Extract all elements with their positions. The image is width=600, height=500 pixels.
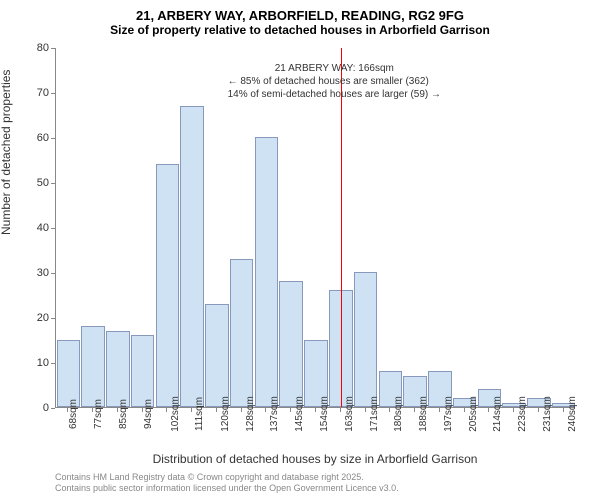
annotation-line-1: 21 ARBERY WAY: 166sqm [228, 62, 441, 75]
chart-title-main: 21, ARBERY WAY, ARBORFIELD, READING, RG2… [0, 0, 600, 23]
x-tick-mark [241, 408, 242, 412]
y-tick-label: 70 [37, 87, 49, 99]
histogram-bar [180, 106, 204, 408]
x-tick-mark [290, 408, 291, 412]
x-tick-label: 231sqm [542, 396, 553, 432]
x-tick-mark [265, 408, 266, 412]
annotation-box: 21 ARBERY WAY: 166sqm← 85% of detached h… [228, 62, 441, 101]
x-tick-mark [315, 408, 316, 412]
x-tick-mark [563, 408, 564, 412]
y-tick-label: 80 [37, 42, 49, 54]
y-tick-label: 20 [37, 312, 49, 324]
histogram-bar [205, 304, 229, 408]
y-tick-label: 30 [37, 267, 49, 279]
x-tick-label: 197sqm [443, 396, 454, 432]
y-tick-label: 10 [37, 357, 49, 369]
x-tick-label: 188sqm [418, 396, 429, 432]
plot-area: 21 ARBERY WAY: 166sqm← 85% of detached h… [55, 48, 575, 408]
x-tick-label: 205sqm [467, 396, 478, 432]
x-tick-label: 128sqm [244, 396, 255, 432]
y-tick-label: 0 [43, 402, 49, 414]
x-tick-mark [166, 408, 167, 412]
y-axis: 01020304050607080 [0, 48, 55, 408]
x-tick-mark [365, 408, 366, 412]
x-tick-mark [216, 408, 217, 412]
histogram-bar [81, 326, 105, 407]
x-tick-label: 94sqm [143, 399, 154, 429]
histogram-bar [354, 272, 378, 407]
chart-container: 21, ARBERY WAY, ARBORFIELD, READING, RG2… [0, 0, 600, 500]
x-tick-label: 137sqm [269, 396, 280, 432]
x-tick-label: 120sqm [220, 396, 231, 432]
x-tick-mark [513, 408, 514, 412]
x-tick-mark [464, 408, 465, 412]
x-tick-label: 223sqm [517, 396, 528, 432]
x-tick-label: 214sqm [492, 396, 503, 432]
x-tick-mark [389, 408, 390, 412]
x-tick-label: 68sqm [68, 399, 79, 429]
x-axis: 68sqm77sqm85sqm94sqm102sqm111sqm120sqm12… [55, 408, 575, 458]
x-tick-mark [538, 408, 539, 412]
x-tick-mark [414, 408, 415, 412]
x-tick-mark [191, 408, 192, 412]
x-tick-label: 171sqm [368, 396, 379, 432]
x-tick-label: 102sqm [170, 396, 181, 432]
histogram-bar [131, 335, 155, 407]
x-tick-label: 145sqm [294, 396, 305, 432]
attribution-text: Contains HM Land Registry data © Crown c… [55, 472, 399, 494]
x-tick-label: 163sqm [344, 396, 355, 432]
attribution-line-2: Contains public sector information licen… [55, 483, 399, 494]
x-tick-mark [488, 408, 489, 412]
annotation-line-3: 14% of semi-detached houses are larger (… [228, 88, 441, 101]
histogram-bar [230, 259, 254, 408]
x-tick-mark [340, 408, 341, 412]
chart-title-sub: Size of property relative to detached ho… [0, 23, 600, 41]
x-tick-label: 111sqm [194, 397, 205, 431]
histogram-bar [156, 164, 180, 407]
histogram-bar [106, 331, 130, 408]
y-tick-label: 50 [37, 177, 49, 189]
y-tick-label: 40 [37, 222, 49, 234]
x-tick-label: 240sqm [566, 396, 577, 432]
histogram-bar [255, 137, 279, 407]
x-axis-label: Distribution of detached houses by size … [55, 452, 575, 466]
histogram-bar [57, 340, 81, 408]
histogram-bar [279, 281, 303, 407]
x-tick-label: 154sqm [319, 396, 330, 432]
annotation-line-2: ← 85% of detached houses are smaller (36… [228, 75, 441, 88]
x-tick-label: 77sqm [93, 399, 104, 429]
reference-line [341, 48, 342, 407]
y-tick-label: 60 [37, 132, 49, 144]
x-tick-mark [439, 408, 440, 412]
x-tick-label: 85sqm [118, 399, 129, 429]
x-tick-label: 180sqm [393, 396, 404, 432]
attribution-line-1: Contains HM Land Registry data © Crown c… [55, 472, 399, 483]
